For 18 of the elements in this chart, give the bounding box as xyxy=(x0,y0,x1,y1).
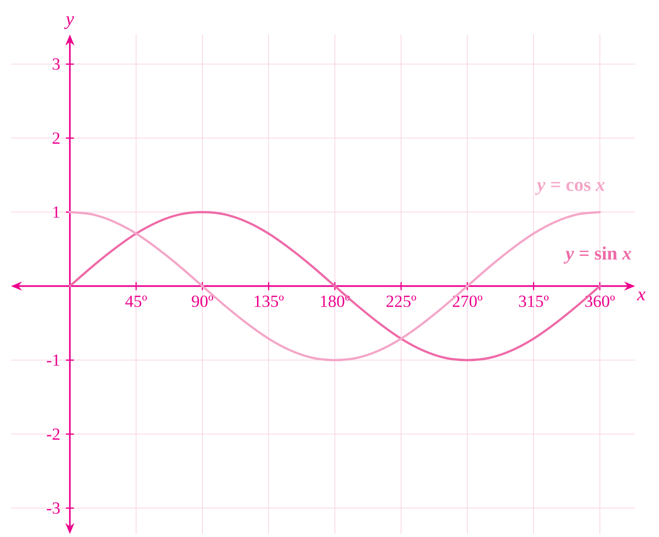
x-tick-label: 90º xyxy=(192,296,214,308)
series-label: y = sin x xyxy=(564,246,632,264)
y-tick-label: 2 xyxy=(52,132,60,144)
x-axis-title: x xyxy=(636,292,646,300)
x-tick-label: 360º xyxy=(585,296,615,308)
x-tick-label: 180º xyxy=(321,296,350,308)
x-tick-label: 225º xyxy=(386,296,416,308)
x-tick-label: 315º xyxy=(519,296,549,308)
y-tick-label: -2 xyxy=(46,428,60,440)
y-axis-title: y xyxy=(64,16,74,29)
y-tick-label: -3 xyxy=(46,502,60,514)
y-tick-label: -1 xyxy=(46,354,60,366)
x-tick-label: 270º xyxy=(452,296,482,308)
x-tick-label: 135º xyxy=(254,296,284,308)
x-tick-label: 45º xyxy=(125,296,147,308)
series-label: y = cos x xyxy=(535,182,605,195)
y-tick-label: 3 xyxy=(52,58,60,70)
y-tick-label: 1 xyxy=(53,206,60,218)
